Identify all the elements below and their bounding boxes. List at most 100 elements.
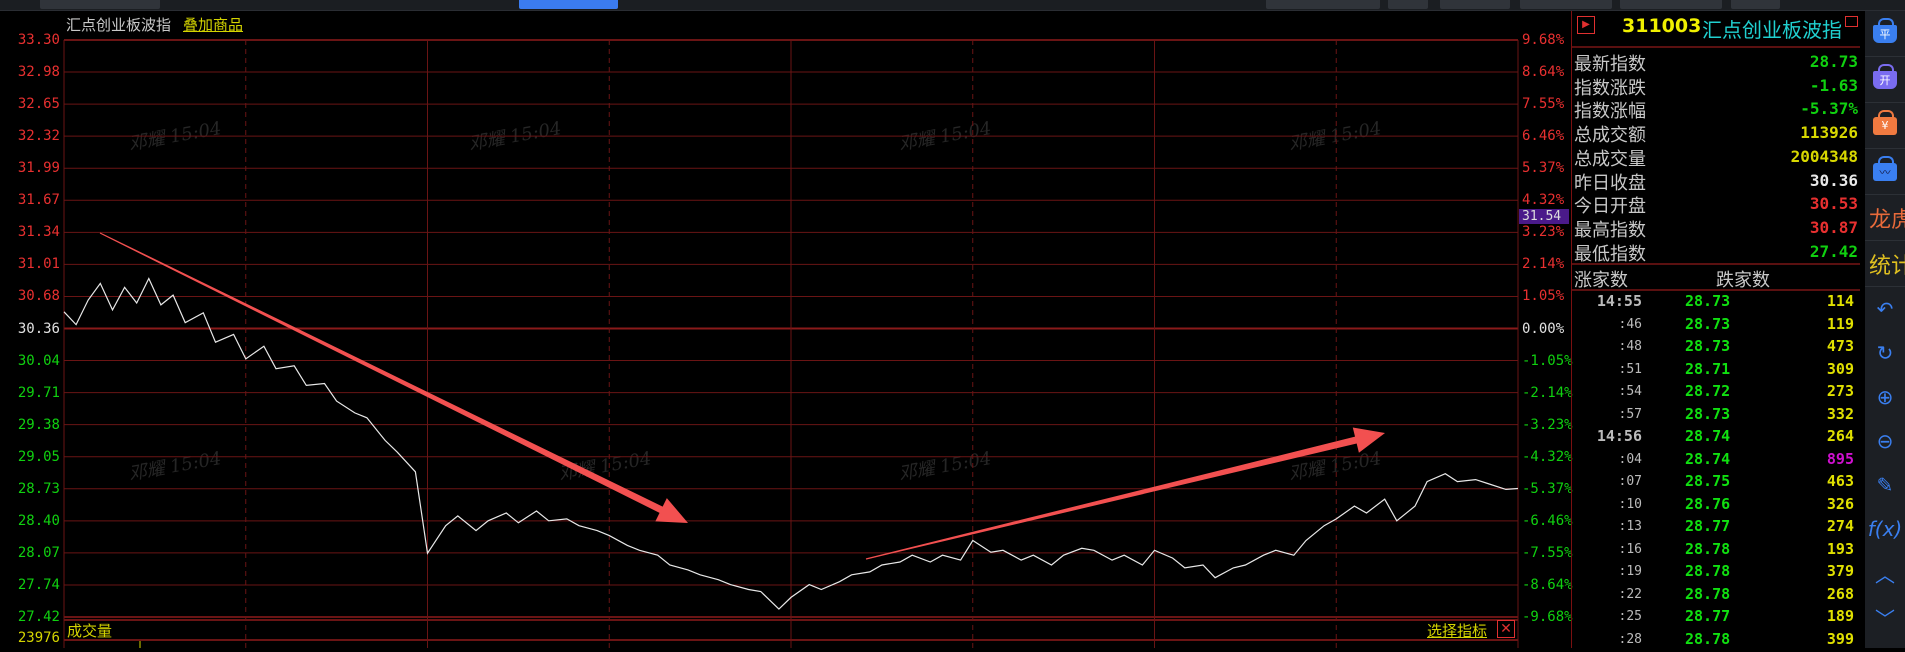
tick-row[interactable]: :25 28.77 189 bbox=[1572, 607, 1860, 629]
select-indicator-link[interactable]: 选择指标 bbox=[1427, 622, 1488, 640]
stat-value: -5.37% bbox=[1800, 99, 1858, 119]
percent-tick-label: -2.14% bbox=[1522, 384, 1573, 401]
tick-row[interactable]: :48 28.73 473 bbox=[1572, 337, 1860, 359]
percent-tick-label: -4.32% bbox=[1522, 448, 1573, 465]
tick-count: 193 bbox=[1826, 539, 1854, 558]
open-position-button[interactable]: 开 bbox=[1865, 57, 1905, 103]
percent-tick-label: 5.37% bbox=[1522, 160, 1565, 177]
tab[interactable] bbox=[1520, 0, 1612, 9]
overlay-commodity-link[interactable]: 叠加商品 bbox=[183, 16, 244, 34]
close-icon[interactable]: ✕ bbox=[1497, 620, 1515, 638]
price-tick-label: 31.01 bbox=[17, 256, 60, 273]
col-down-count: 跌家数 bbox=[1716, 270, 1770, 291]
chart-title: 汇点创业板波指 bbox=[66, 16, 172, 34]
price-tick-label: 30.04 bbox=[17, 352, 60, 369]
tab[interactable] bbox=[1266, 0, 1380, 9]
stat-row: 总成交额 113926 bbox=[1574, 121, 1858, 146]
tick-row[interactable]: :57 28.73 332 bbox=[1572, 405, 1860, 427]
maximize-icon[interactable] bbox=[1845, 16, 1858, 27]
funds-button[interactable]: ¥ bbox=[1865, 103, 1905, 149]
close-position-button[interactable]: 平 bbox=[1865, 11, 1905, 57]
chart-box-button[interactable]: 〰 bbox=[1865, 149, 1905, 195]
tick-count: 119 bbox=[1826, 314, 1854, 333]
percent-tick-label: -5.37% bbox=[1522, 480, 1573, 497]
tab[interactable] bbox=[1731, 0, 1780, 9]
trend-arrow-down bbox=[99, 232, 688, 523]
percent-tick-label: -8.64% bbox=[1522, 576, 1573, 593]
tick-count: 399 bbox=[1826, 629, 1854, 648]
stat-label: 最高指数 bbox=[1574, 219, 1646, 241]
formula-icon[interactable]: f(x) bbox=[1867, 517, 1903, 541]
percent-tick-label: 0.00% bbox=[1522, 320, 1565, 337]
tab[interactable] bbox=[40, 0, 160, 9]
tab[interactable] bbox=[1388, 0, 1428, 9]
tick-row[interactable]: :07 28.75 463 bbox=[1572, 472, 1860, 494]
tick-row[interactable]: :22 28.78 268 bbox=[1572, 585, 1860, 607]
tick-count: 332 bbox=[1826, 404, 1854, 423]
tab-active[interactable] bbox=[519, 0, 618, 9]
statistics-button[interactable]: 统计 bbox=[1865, 241, 1905, 287]
percent-tick-label: 8.64% bbox=[1522, 64, 1565, 81]
tick-row[interactable]: :13 28.77 274 bbox=[1572, 517, 1860, 539]
tab[interactable] bbox=[1620, 0, 1722, 9]
price-tick-label: 32.98 bbox=[17, 64, 60, 81]
price-tick-label: 28.40 bbox=[17, 512, 60, 529]
tick-count: 268 bbox=[1826, 584, 1854, 603]
percent-tick-label: -9.68% bbox=[1522, 609, 1573, 625]
pen-icon[interactable]: ✎ bbox=[1876, 473, 1894, 497]
tick-row[interactable]: :10 28.76 326 bbox=[1572, 495, 1860, 517]
stat-row: 指数涨幅 -5.37% bbox=[1574, 97, 1858, 122]
percent-tick-label: -3.23% bbox=[1522, 416, 1573, 433]
tick-row[interactable]: :51 28.71 309 bbox=[1572, 360, 1860, 382]
tick-time: :48 bbox=[1618, 339, 1642, 354]
stat-row: 最新指数 28.73 bbox=[1574, 50, 1858, 75]
zoom-out-icon[interactable]: ⊖ bbox=[1876, 429, 1894, 453]
longhu-button[interactable]: 龙虎 bbox=[1865, 195, 1905, 241]
tick-price: 28.73 bbox=[1685, 404, 1731, 423]
chevron-down-icon[interactable]: ﹀ bbox=[1875, 606, 1895, 631]
tick-row[interactable]: :28 28.78 399 bbox=[1572, 630, 1860, 652]
stat-value: 28.73 bbox=[1809, 52, 1858, 71]
tick-row[interactable]: :19 28.78 379 bbox=[1572, 562, 1860, 584]
tick-time: :28 bbox=[1618, 631, 1642, 647]
stat-row: 最低指数 27.42 bbox=[1574, 240, 1858, 265]
tick-row[interactable]: :16 28.78 193 bbox=[1572, 540, 1860, 562]
price-tick-label: 32.32 bbox=[17, 128, 60, 145]
tick-count: 189 bbox=[1826, 607, 1854, 625]
tick-row[interactable]: :54 28.72 273 bbox=[1572, 382, 1860, 404]
statistics-label: 统计 bbox=[1869, 253, 1905, 279]
tick-count: 114 bbox=[1826, 292, 1854, 310]
tick-row[interactable]: :46 28.73 119 bbox=[1572, 315, 1860, 337]
tick-count: 309 bbox=[1826, 359, 1854, 378]
price-tick-label: 27.74 bbox=[17, 576, 60, 593]
tick-time: :54 bbox=[1618, 384, 1642, 399]
tick-price: 28.78 bbox=[1685, 562, 1731, 580]
tick-time: :22 bbox=[1618, 586, 1642, 602]
tab[interactable] bbox=[1440, 0, 1510, 9]
tick-price: 28.72 bbox=[1685, 382, 1731, 400]
stat-value: 30.53 bbox=[1809, 194, 1858, 214]
volume-label: 成交量 bbox=[67, 622, 113, 640]
play-icon[interactable]: ▶ bbox=[1577, 16, 1595, 34]
tick-row[interactable]: 14:56 28.74 264 bbox=[1572, 427, 1860, 449]
tick-price: 28.78 bbox=[1685, 629, 1731, 648]
tick-count: 326 bbox=[1826, 494, 1854, 513]
price-tick-label: 30.36 bbox=[17, 320, 60, 337]
tick-row[interactable]: 14:55 28.73 114 bbox=[1572, 292, 1860, 314]
stat-label: 总成交量 bbox=[1574, 148, 1646, 170]
tick-row[interactable]: :04 28.74 895 bbox=[1572, 450, 1860, 472]
stat-value: 2004348 bbox=[1790, 146, 1858, 166]
stat-label: 指数涨跌 bbox=[1574, 77, 1646, 99]
chevron-up-icon[interactable]: ︿ bbox=[1875, 562, 1895, 587]
tick-time: :19 bbox=[1618, 564, 1642, 579]
zoom-in-icon[interactable]: ⊕ bbox=[1876, 385, 1894, 409]
stat-row: 总成交量 2004348 bbox=[1574, 145, 1858, 170]
stat-row: 最高指数 30.87 bbox=[1574, 216, 1858, 241]
price-line bbox=[63, 277, 1519, 610]
undo-icon[interactable]: ↶ bbox=[1876, 297, 1894, 321]
stat-label: 今日开盘 bbox=[1574, 196, 1646, 218]
tick-price: 28.78 bbox=[1685, 584, 1731, 603]
refresh-icon[interactable]: ↻ bbox=[1876, 341, 1894, 365]
stat-value: -1.63 bbox=[1809, 75, 1858, 95]
